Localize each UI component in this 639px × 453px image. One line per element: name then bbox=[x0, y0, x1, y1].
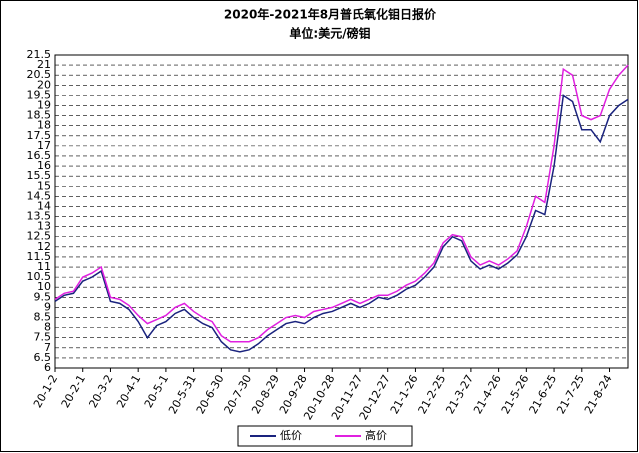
y-tick-label: 14 bbox=[37, 199, 51, 212]
legend bbox=[237, 425, 413, 447]
y-tick-label: 15.5 bbox=[27, 169, 52, 182]
y-tick-label: 10 bbox=[37, 280, 51, 293]
y-tick-label: 19.5 bbox=[27, 88, 52, 101]
y-tick-label: 12.5 bbox=[27, 230, 52, 243]
chart-subtitle: 单位:美元/磅钼 bbox=[289, 26, 370, 41]
y-tick-label: 15 bbox=[37, 179, 51, 192]
y-tick-label: 17.5 bbox=[27, 129, 52, 142]
plot-area bbox=[54, 54, 629, 369]
y-tick-label: 16 bbox=[37, 159, 51, 172]
series-line bbox=[54, 64, 629, 343]
chart-title: 2020年-2021年8月普氏氧化钼日报价 bbox=[224, 7, 437, 22]
y-tick-label: 6 bbox=[44, 361, 51, 374]
y-tick-label: 9 bbox=[44, 300, 51, 313]
y-tick-label: 7.5 bbox=[34, 331, 52, 344]
y-tick-label: 21.5 bbox=[27, 48, 52, 61]
y-tick-label: 20 bbox=[37, 78, 51, 91]
legend-label: 高价 bbox=[365, 428, 387, 442]
y-tick-label: 19 bbox=[37, 98, 51, 111]
y-tick-label: 11 bbox=[37, 260, 51, 273]
y-tick-label: 8.5 bbox=[34, 311, 52, 324]
y-tick-label: 13.5 bbox=[27, 210, 52, 223]
y-tick-label: 20.5 bbox=[27, 68, 52, 81]
y-tick-label: 7 bbox=[44, 341, 51, 354]
y-tick-label: 12 bbox=[37, 240, 51, 253]
series-line bbox=[54, 94, 629, 353]
y-tick-label: 6.5 bbox=[34, 351, 52, 364]
y-tick-label: 14.5 bbox=[27, 189, 52, 202]
y-tick-label: 18 bbox=[37, 119, 51, 132]
y-tick-label: 17 bbox=[37, 139, 51, 152]
y-tick-label: 13 bbox=[37, 220, 51, 233]
y-tick-label: 9.5 bbox=[34, 290, 52, 303]
legend-label: 低价 bbox=[280, 429, 302, 442]
y-tick-label: 21 bbox=[37, 58, 51, 71]
y-tick-label: 10.5 bbox=[27, 270, 52, 283]
y-tick-label: 8 bbox=[44, 321, 51, 334]
y-tick-label: 18.5 bbox=[27, 109, 52, 122]
y-tick-label: 16.5 bbox=[27, 149, 52, 162]
y-tick-label: 11.5 bbox=[27, 250, 52, 263]
